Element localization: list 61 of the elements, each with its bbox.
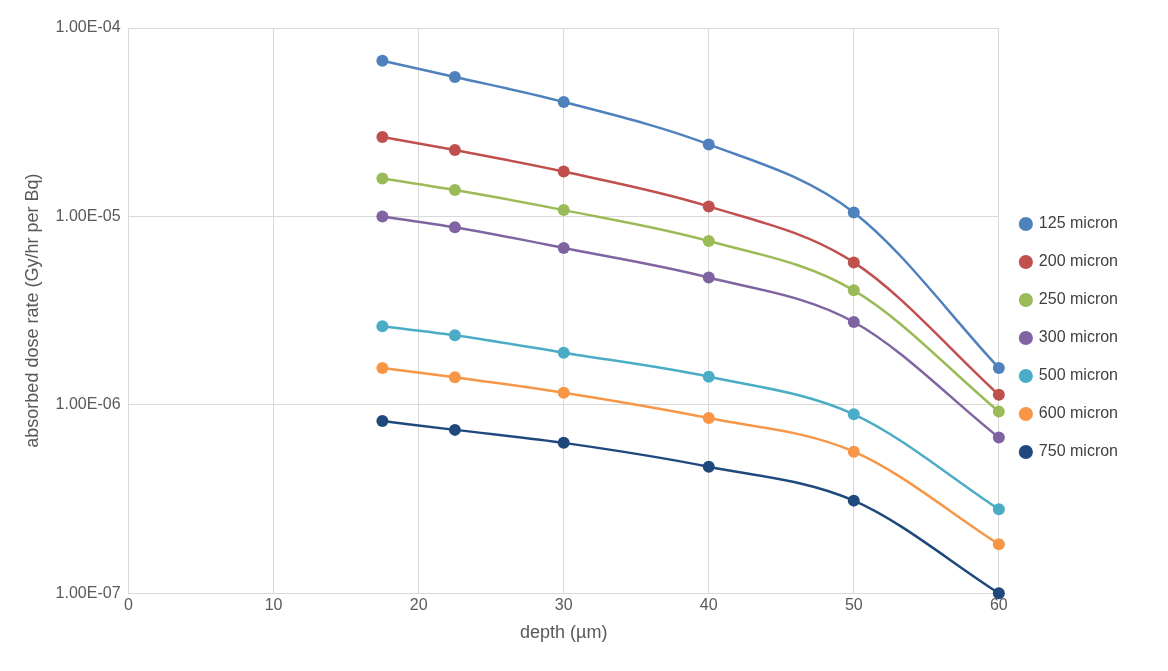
point [702, 370, 715, 383]
point [448, 144, 461, 157]
y-tick-label: 1.00E-05 [55, 206, 121, 224]
point [847, 494, 860, 507]
legend-label: 500 micron [1038, 366, 1119, 384]
point [992, 361, 1005, 374]
point [847, 316, 860, 329]
y-tick-label: 1.00E-07 [55, 583, 121, 601]
point [847, 284, 860, 297]
point [847, 408, 860, 421]
point [448, 371, 461, 384]
point [992, 503, 1005, 516]
point [376, 415, 389, 428]
point [992, 538, 1005, 551]
x-tick-label: 0 [124, 596, 134, 614]
point [376, 361, 389, 374]
point [448, 70, 461, 83]
legend-label: 200 micron [1038, 252, 1119, 270]
point [376, 130, 389, 143]
legend-label: 750 micron [1038, 442, 1119, 460]
point [847, 206, 860, 219]
point [702, 460, 715, 473]
point [448, 329, 461, 342]
x-tick-label: 40 [699, 596, 718, 614]
x-tick-label: 10 [264, 596, 283, 614]
x-tick-label: 30 [554, 596, 573, 614]
x-axis-title: depth (µm) [519, 622, 608, 643]
point [557, 204, 570, 217]
point [448, 423, 461, 436]
point [702, 235, 715, 248]
y-tick-label: 1.00E-06 [55, 395, 121, 413]
point [702, 138, 715, 151]
point [702, 412, 715, 425]
point [376, 54, 389, 67]
point [847, 256, 860, 269]
legend-label: 300 micron [1038, 328, 1119, 346]
point [702, 271, 715, 284]
point [702, 200, 715, 213]
x-tick-label: 50 [844, 596, 863, 614]
point [557, 386, 570, 399]
point [847, 445, 860, 458]
point [557, 436, 570, 449]
y-axis-title: absorbed dose rate (Gy/hr per Bq) [21, 173, 42, 448]
point [557, 346, 570, 359]
point [992, 431, 1005, 444]
x-tick-label: 60 [989, 596, 1008, 614]
y-tick-label: 1.00E-04 [55, 18, 121, 36]
point [448, 184, 461, 197]
legend-label: 600 micron [1038, 404, 1119, 422]
point [376, 210, 389, 223]
point [557, 95, 570, 108]
point [376, 172, 389, 185]
point [557, 241, 570, 254]
point [448, 221, 461, 234]
point [557, 165, 570, 178]
point [992, 405, 1005, 418]
point [992, 388, 1005, 401]
x-tick-label: 20 [409, 596, 428, 614]
point [376, 320, 389, 333]
legend-label: 125 micron [1038, 214, 1119, 232]
legend-label: 250 micron [1038, 290, 1119, 308]
